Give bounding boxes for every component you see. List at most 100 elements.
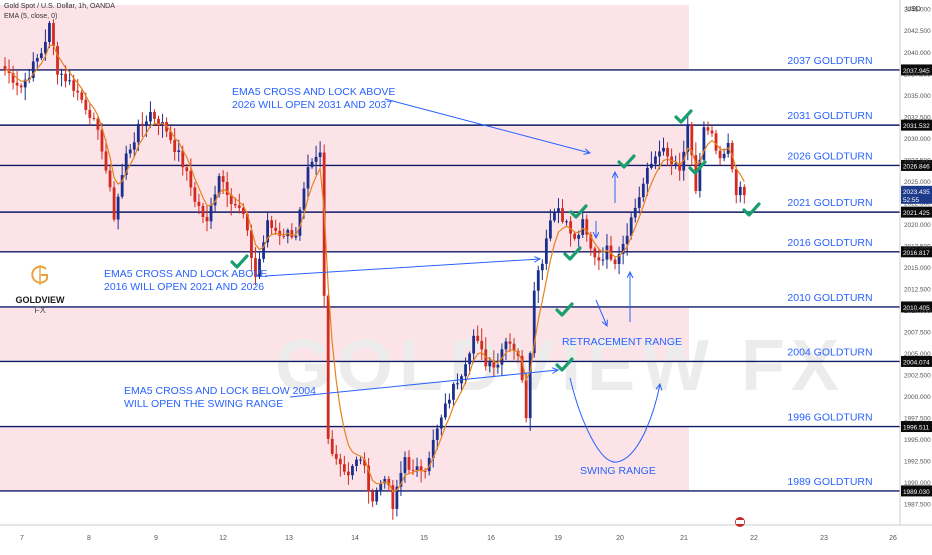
candle-body: [140, 123, 144, 125]
current-price-tag[interactable]: [901, 185, 932, 204]
y-tick-20: 1995.000: [904, 437, 931, 444]
candle-body: [290, 230, 294, 238]
y-tick-5: 2032.500: [904, 114, 931, 121]
candle-body: [492, 362, 496, 368]
y-tick-17: 2002.500: [904, 372, 931, 379]
annotation-2026-line1: EMA5 CROSS AND LOCK ABOVE: [232, 86, 395, 98]
current-price-value: 2023.435: [903, 189, 930, 196]
candle-body: [662, 147, 665, 152]
y-tick-21: 1992.500: [904, 459, 931, 466]
zone-band-0: [0, 4, 689, 70]
checkmark-icon-2: [688, 160, 707, 175]
y-tick-23: 1987.500: [904, 502, 931, 509]
x-tick-7: 16: [487, 535, 495, 542]
y-tick-11: 2017.500: [904, 243, 931, 250]
candle-body: [330, 438, 334, 454]
candle-body: [205, 216, 209, 222]
candle-body: [629, 217, 633, 236]
candle-body: [452, 383, 455, 400]
price-tag-bg-5: [901, 301, 932, 313]
level-label-3: 2021 GOLDTURN: [787, 197, 872, 209]
x-tick-10: 21: [680, 535, 688, 542]
x-tick-6: 15: [420, 535, 428, 542]
candle-body: [169, 131, 173, 141]
candle-body: [278, 230, 282, 236]
candle-body: [641, 183, 645, 198]
candle-body: [565, 221, 568, 223]
candle-body: [96, 118, 100, 130]
candle-body: [363, 459, 366, 466]
candle-body: [621, 243, 625, 254]
candle-body: [318, 152, 322, 157]
candle-body: [419, 466, 423, 472]
candle-body: [633, 207, 637, 218]
candle-body: [351, 465, 354, 476]
x-tick-12: 23: [820, 535, 828, 542]
candle-body: [532, 290, 536, 354]
y-tick-7: 2027.500: [904, 157, 931, 164]
y-tick-2: 2040.000: [904, 50, 931, 57]
price-tag-bg-7: [901, 421, 932, 433]
candle-body: [650, 163, 653, 168]
candle-body: [395, 486, 399, 509]
candle-body: [56, 46, 59, 75]
candle-body: [359, 459, 362, 461]
candle-body: [581, 219, 585, 235]
candle-body: [500, 349, 504, 365]
level-label-4: 2016 GOLDTURN: [787, 237, 872, 249]
candle-body: [403, 457, 407, 473]
candle-body: [185, 167, 189, 171]
candle-body: [254, 258, 257, 277]
annotation-2026-line2: 2026 WILL OPEN 2031 AND 2037: [232, 99, 392, 111]
candle-body: [11, 73, 15, 83]
candle-body: [722, 153, 726, 159]
candle-body: [423, 471, 427, 473]
candle-body: [193, 187, 197, 202]
candle-body: [540, 263, 544, 271]
y-tick-3: 2037.500: [904, 71, 931, 78]
x-tick-11: 22: [750, 535, 758, 542]
y-tick-13: 2012.500: [904, 286, 931, 293]
candle-body: [690, 124, 694, 156]
annotation-2016-line2: 2016 WILL OPEN 2021 AND 2026: [104, 281, 264, 293]
arrow-to-2016: [264, 259, 540, 277]
y-tick-16: 2005.000: [904, 351, 931, 358]
candle-body: [76, 90, 80, 93]
candle-body: [136, 123, 140, 143]
price-tag-bg-8: [901, 485, 932, 497]
candle-body: [553, 211, 556, 221]
candle-body: [706, 127, 710, 131]
candle-body: [658, 151, 661, 157]
candle-body: [48, 23, 51, 42]
checkmark-icon-0: [674, 109, 693, 124]
y-tick-6: 2030.000: [904, 136, 931, 143]
candle-body: [177, 150, 181, 152]
level-label-6: 2004 GOLDTURN: [787, 346, 872, 358]
swing-range-curve: [569, 377, 660, 463]
price-tag-5: 2010.405: [903, 305, 930, 312]
candle-body: [371, 491, 375, 502]
indicator-legend[interactable]: EMA (5, close, 0): [4, 13, 58, 20]
candle-body: [714, 133, 718, 151]
price-tag-4: 2016.817: [903, 250, 930, 257]
checkmark-icon-1: [617, 154, 636, 169]
candle-body: [153, 111, 156, 119]
candle-body: [246, 214, 249, 231]
candle-body: [258, 258, 261, 277]
annotation-2004-line2: WILL OPEN THE SWING RANGE: [124, 398, 283, 410]
levels-layer: 2037 GOLDTURN 2031 GOLDTURN 2026 GOLDTURN 2…: [0, 55, 900, 492]
candle-body: [84, 99, 88, 110]
candle-body: [375, 490, 379, 502]
candle-body: [80, 92, 84, 100]
candle-body: [613, 259, 617, 265]
level-label-1: 2031 GOLDTURN: [787, 110, 872, 122]
candle-body: [52, 23, 55, 47]
candle-body: [225, 181, 229, 195]
candle-body: [569, 221, 572, 234]
price-tag-6: 2004.074: [903, 359, 930, 366]
candle-body: [407, 457, 411, 470]
candle-body: [124, 153, 128, 176]
